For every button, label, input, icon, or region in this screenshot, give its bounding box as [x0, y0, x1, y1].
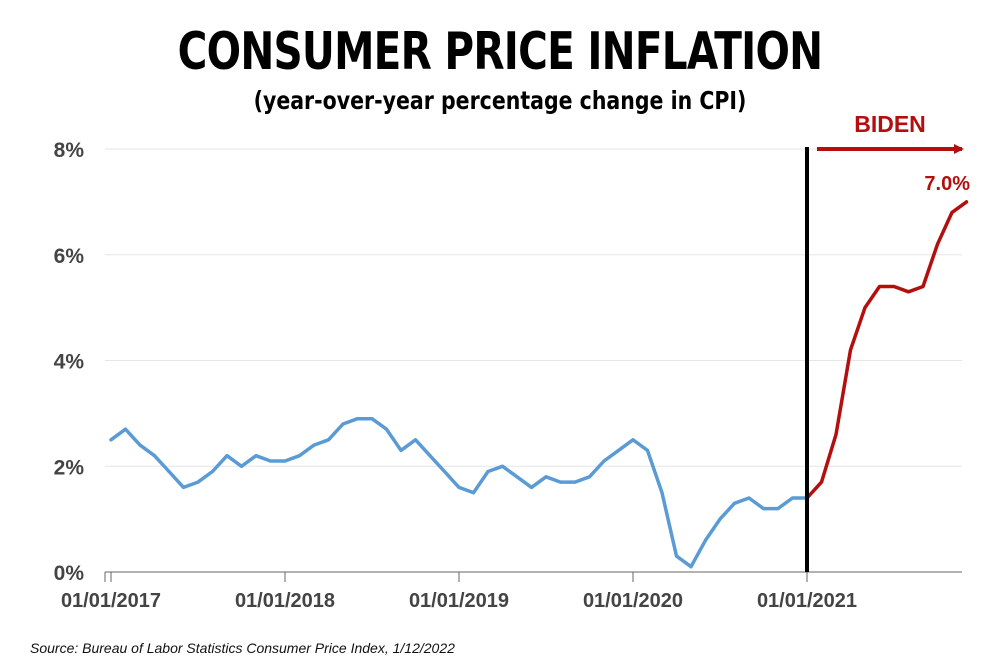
data-point: [138, 443, 142, 447]
data-point: [907, 290, 910, 294]
data-point: [283, 459, 287, 463]
y-tick-label: 4%: [54, 351, 85, 374]
data-point: [254, 454, 258, 458]
last-value-label: 7.0%: [924, 173, 970, 195]
data-point: [240, 464, 243, 468]
data-point: [747, 496, 751, 500]
data-point: [327, 438, 330, 442]
data-point: [182, 485, 185, 489]
x-tick-label: 01/01/2018: [235, 590, 335, 612]
data-point: [167, 470, 171, 474]
data-point: [646, 448, 649, 452]
data-point: [617, 448, 620, 452]
data-point: [225, 454, 229, 458]
x-tick-label: 01/01/2017: [61, 590, 161, 612]
data-point: [109, 438, 113, 442]
data-point: [399, 448, 403, 452]
data-point: [965, 200, 968, 204]
data-point: [718, 517, 722, 521]
data-point: [211, 470, 214, 474]
data-point: [776, 507, 780, 511]
series-line-biden: [805, 200, 969, 500]
data-point: [892, 284, 896, 288]
data-point: [443, 470, 446, 474]
chart-subtitle: (year-over-year percentage change in CPI…: [253, 86, 747, 115]
chart-title: CONSUMER PRICE INFLATION: [177, 22, 823, 82]
data-point: [472, 491, 475, 495]
data-point: [950, 210, 954, 214]
data-point: [936, 242, 939, 246]
data-point: [457, 485, 461, 489]
x-tick-label: 01/01/2021: [757, 590, 857, 612]
y-tick-label: 6%: [54, 245, 85, 268]
data-point: [704, 538, 707, 542]
data-point: [733, 501, 736, 505]
data-point: [124, 427, 127, 431]
data-point: [863, 306, 867, 310]
data-point: [530, 485, 533, 489]
data-point: [385, 427, 388, 431]
y-tick-label: 2%: [54, 456, 85, 479]
data-point: [675, 554, 678, 558]
data-point: [515, 475, 519, 479]
data-point: [559, 480, 562, 484]
data-point: [153, 454, 156, 458]
source-note: Source: Bureau of Labor Statistics Consu…: [30, 640, 455, 656]
data-point: [588, 475, 591, 479]
data-point: [196, 480, 200, 484]
data-point: [341, 422, 345, 426]
y-tick-label: 0%: [54, 562, 85, 585]
data-point: [878, 284, 881, 288]
x-tick-label: 01/01/2020: [583, 590, 683, 612]
data-point: [689, 565, 693, 569]
data-point: [573, 480, 577, 484]
y-tick-label: 8%: [54, 139, 85, 162]
biden-label: BIDEN: [854, 111, 926, 137]
data-point: [791, 496, 794, 500]
data-point: [631, 438, 635, 442]
data-point: [544, 475, 548, 479]
data-point: [269, 459, 272, 463]
data-point: [660, 491, 664, 495]
data-point: [414, 438, 417, 442]
data-point: [370, 417, 374, 421]
data-point: [834, 433, 838, 437]
data-point: [312, 443, 316, 447]
data-point: [820, 480, 823, 484]
data-point: [501, 464, 504, 468]
data-point: [486, 470, 490, 474]
series-line-pre-biden: [109, 416, 809, 569]
data-point: [849, 348, 852, 352]
data-point: [602, 459, 606, 463]
data-point: [428, 454, 432, 458]
x-tick-label: 01/01/2019: [409, 590, 509, 612]
data-point: [356, 417, 359, 421]
data-point: [298, 454, 301, 458]
data-point: [921, 284, 925, 288]
data-point: [762, 507, 765, 511]
